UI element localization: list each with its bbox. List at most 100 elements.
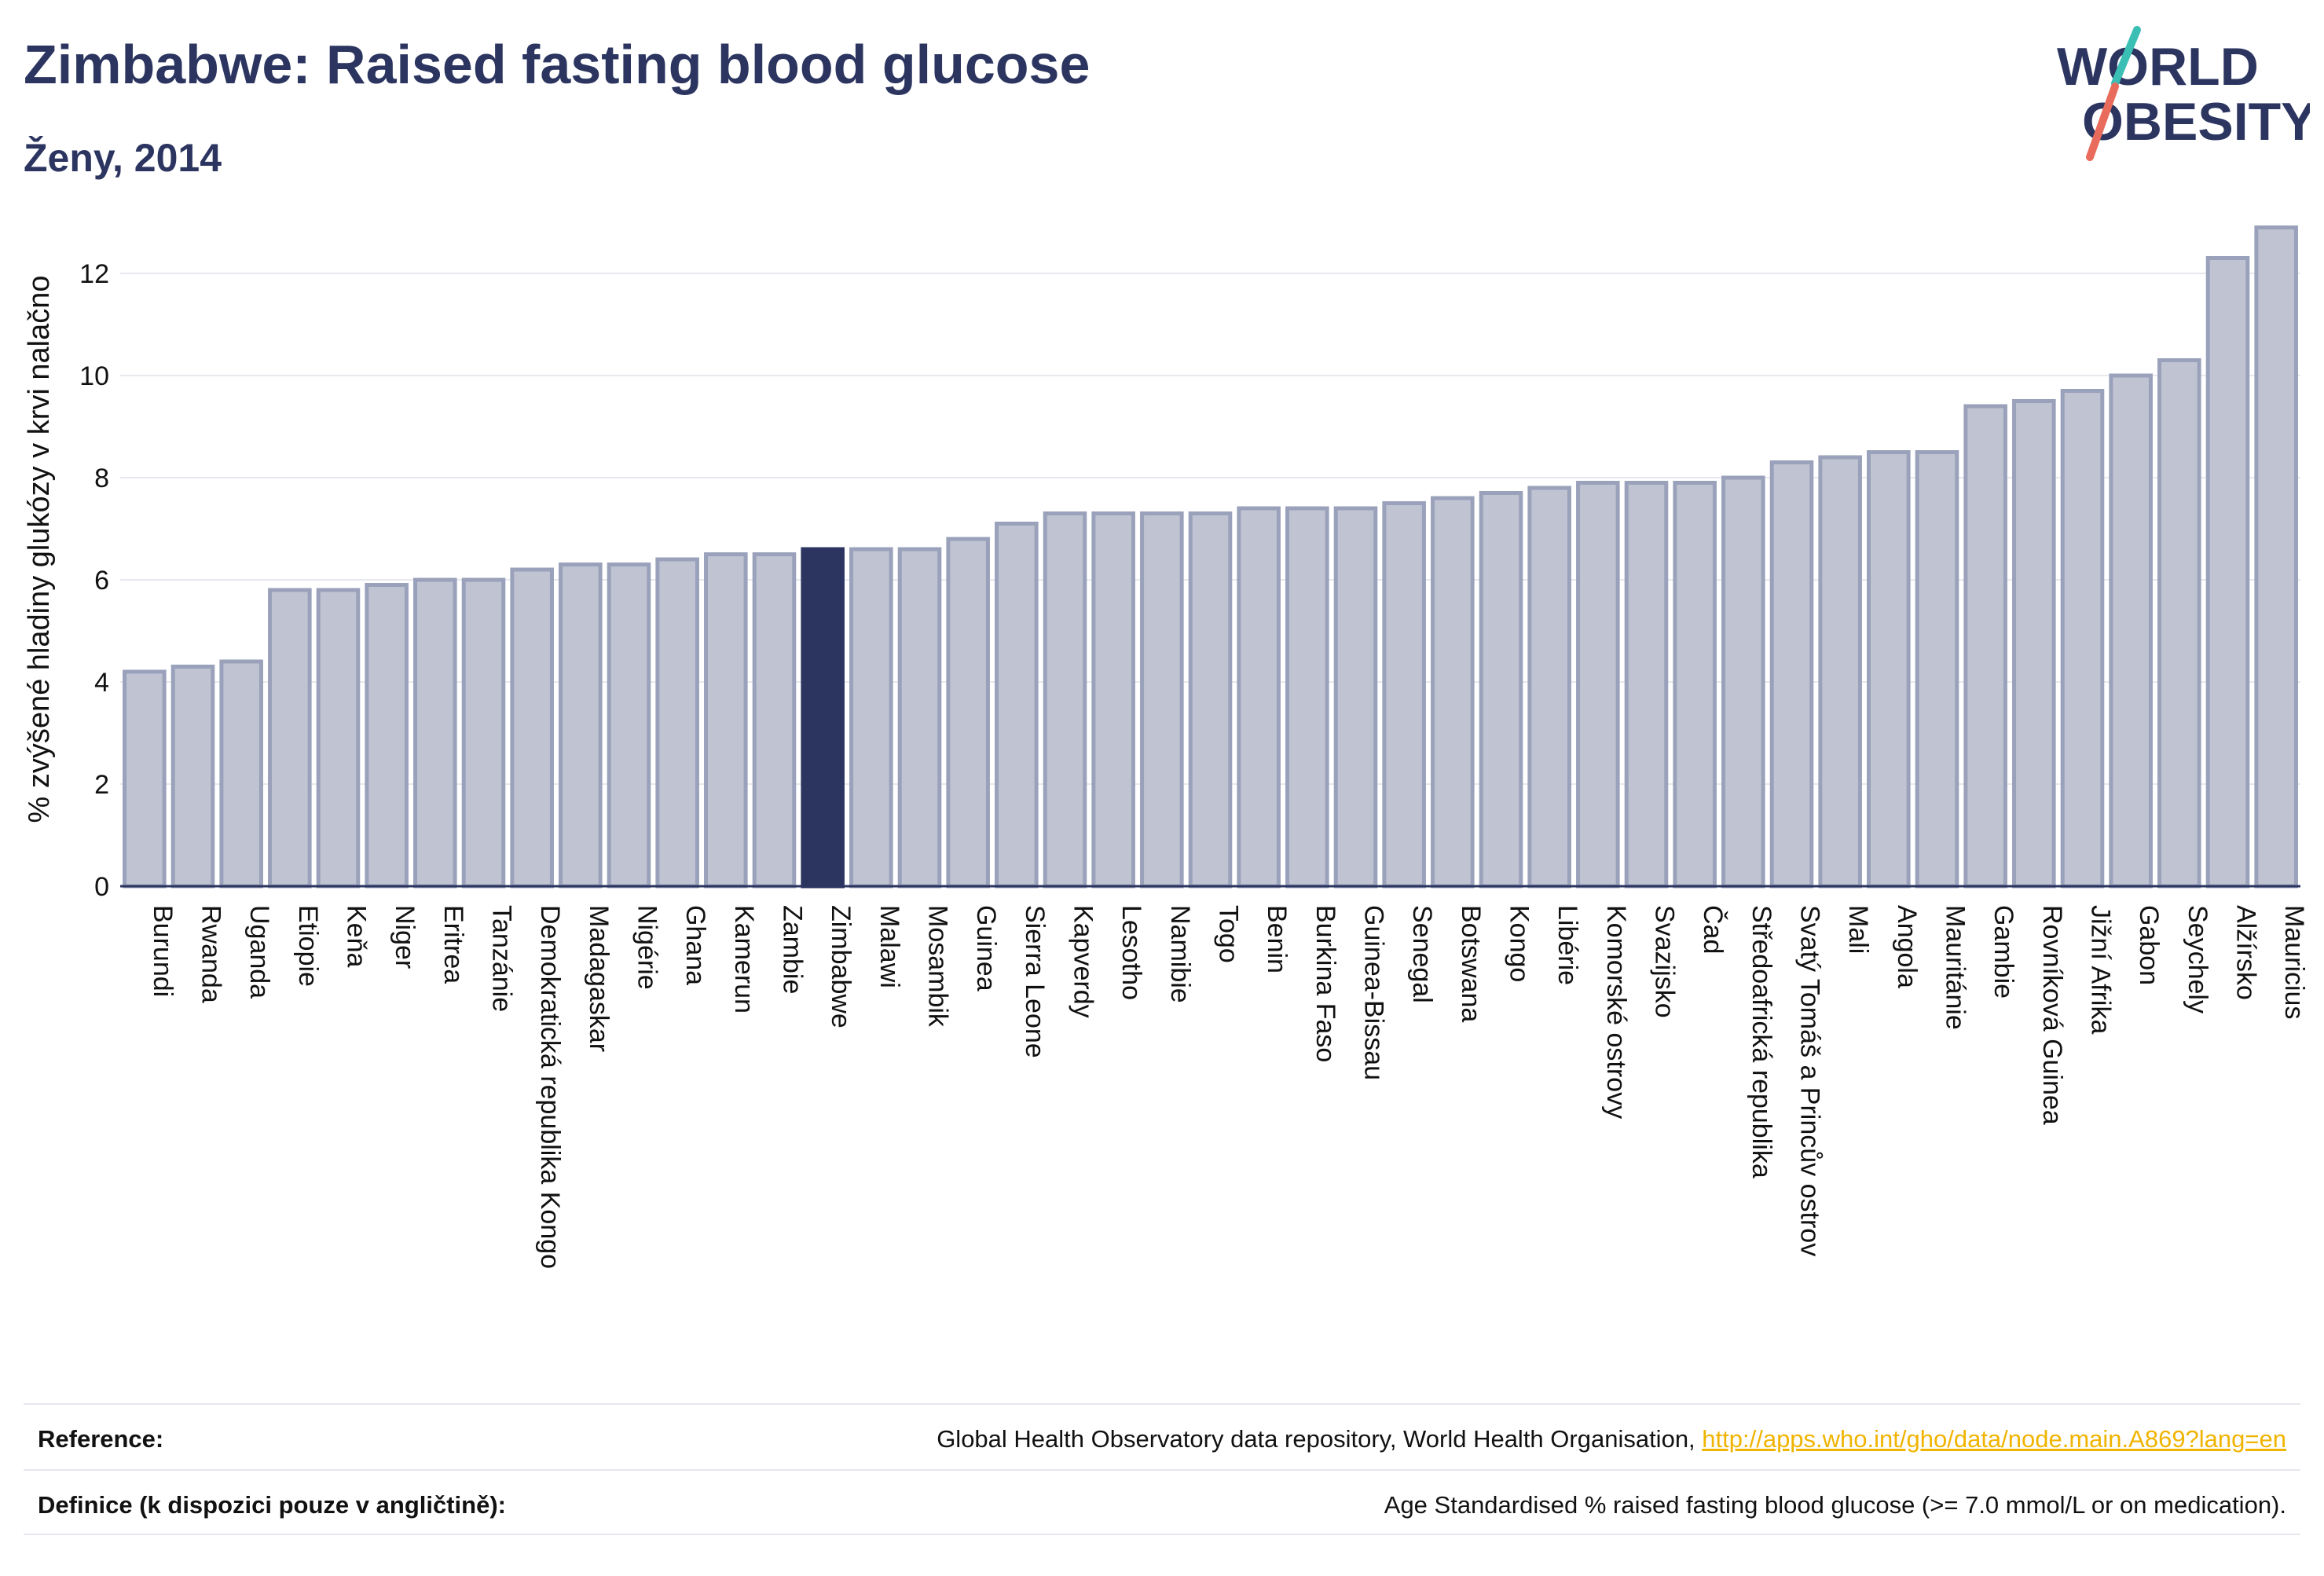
x-tick-label: Kapverdy bbox=[1069, 905, 1098, 1018]
x-tick-label: Rovníková Guinea bbox=[2037, 905, 2067, 1125]
x-tick-label: Alžírsko bbox=[2231, 905, 2261, 1000]
footer-divider-middle bbox=[24, 1469, 2300, 1471]
bar bbox=[607, 563, 651, 889]
x-tick-label: Ghana bbox=[680, 905, 710, 985]
x-tick-label: Burkina Faso bbox=[1310, 905, 1340, 1062]
bar bbox=[2109, 373, 2153, 889]
bar bbox=[1915, 450, 1959, 889]
bar bbox=[1091, 511, 1135, 889]
x-tick-label: Sierra Leone bbox=[1020, 905, 1050, 1058]
bar bbox=[946, 537, 990, 889]
x-tick-label: Togo bbox=[1214, 905, 1244, 963]
world-obesity-logo: WORLD OBESITY bbox=[2057, 26, 2310, 161]
y-tick-label: 8 bbox=[94, 464, 109, 493]
reference-link[interactable]: http://apps.who.int/gho/data/node.main.A… bbox=[1702, 1425, 2286, 1453]
x-tick-label: Malawi bbox=[874, 905, 904, 988]
x-tick-label: Benin bbox=[1262, 905, 1292, 973]
logo-line2: OBESITY bbox=[2082, 92, 2310, 152]
bar bbox=[2060, 389, 2105, 889]
x-tick-label: Madagaskar bbox=[584, 905, 614, 1052]
bar bbox=[2157, 358, 2201, 889]
bar bbox=[1140, 511, 1184, 889]
x-tick-label: Burundi bbox=[148, 905, 178, 997]
x-tick-label: Tanzánie bbox=[487, 905, 517, 1012]
footer-divider-bottom bbox=[24, 1534, 2300, 1535]
bar bbox=[510, 567, 554, 889]
reference-text: Global Health Observatory data repositor… bbox=[937, 1425, 1703, 1453]
bar bbox=[1769, 460, 1814, 889]
x-tick-label: Angola bbox=[1892, 905, 1922, 988]
bar bbox=[1382, 501, 1426, 889]
x-tick-label: Niger bbox=[390, 905, 420, 969]
x-tick-label: Zambie bbox=[778, 905, 808, 994]
x-tick-label: Mauritánie bbox=[1941, 905, 1970, 1030]
bar bbox=[1043, 511, 1087, 889]
bar bbox=[752, 552, 797, 889]
chart-title: Zimbabwe: Raised fasting blood glucose bbox=[24, 34, 1091, 95]
bar bbox=[849, 547, 893, 889]
bar bbox=[123, 669, 167, 889]
bar bbox=[801, 547, 845, 889]
bar bbox=[1188, 511, 1233, 889]
bar bbox=[1285, 506, 1329, 889]
logo-slash-coral bbox=[2086, 82, 2119, 161]
x-tick-label: Svatý Tomáš a Princův ostrov bbox=[1795, 905, 1825, 1256]
bar bbox=[1818, 455, 1862, 889]
bar bbox=[413, 577, 457, 889]
x-tick-label: Kongo bbox=[1505, 905, 1534, 982]
x-tick-label: Libérie bbox=[1552, 905, 1582, 985]
footer-divider-top bbox=[24, 1403, 2300, 1405]
x-tick-label: Seychely bbox=[2183, 905, 2212, 1013]
bar bbox=[704, 552, 748, 889]
bar bbox=[1721, 475, 1765, 889]
chart-subtitle: Ženy, 2014 bbox=[24, 136, 222, 180]
x-tick-label: Čad bbox=[1698, 905, 1728, 954]
bar bbox=[1527, 486, 1571, 889]
logo-line1: WORLD bbox=[2057, 37, 2259, 97]
x-tick-label: Gambie bbox=[1989, 905, 2018, 999]
y-tick-label: 2 bbox=[94, 770, 109, 800]
x-tick-label: Komorské ostrovy bbox=[1601, 905, 1631, 1119]
x-tick-label: Keňa bbox=[342, 905, 372, 967]
x-tick-label: Uganda bbox=[244, 905, 274, 999]
bar bbox=[1431, 496, 1475, 889]
x-tick-label: Guinea bbox=[971, 905, 1001, 991]
y-tick-label: 12 bbox=[79, 259, 109, 289]
bar bbox=[1673, 481, 1717, 889]
x-tick-label: Eritrea bbox=[438, 905, 468, 984]
bar bbox=[1576, 481, 1620, 889]
bar bbox=[2012, 399, 2056, 889]
y-tick-label: 4 bbox=[94, 668, 109, 698]
x-tick-label: Středoafrická republika bbox=[1747, 905, 1776, 1178]
bar bbox=[1867, 450, 1911, 889]
x-tick-label: Svazijsko bbox=[1650, 905, 1680, 1018]
y-axis-label: % zvýšené hladiny glukózy v krvi nalačno bbox=[23, 275, 56, 823]
x-tick-label: Nigérie bbox=[632, 905, 662, 990]
x-tick-label: Lesotho bbox=[1116, 905, 1146, 1000]
bar bbox=[170, 665, 215, 889]
definition-value: Age Standardised % raised fasting blood … bbox=[1384, 1491, 2286, 1519]
bar bbox=[1963, 404, 2007, 889]
bar bbox=[268, 588, 312, 889]
x-tick-label: Namibie bbox=[1165, 905, 1195, 1003]
bar bbox=[655, 557, 699, 889]
x-tick-label: Gabon bbox=[2134, 905, 2164, 985]
bar bbox=[461, 577, 506, 889]
bar bbox=[219, 659, 263, 889]
bar bbox=[2205, 256, 2250, 889]
bar bbox=[316, 588, 361, 889]
x-tick-label: Jižní Afrika bbox=[2086, 905, 2116, 1034]
bar bbox=[1333, 506, 1378, 889]
x-tick-label: Demokratická republika Kongo bbox=[535, 905, 565, 1269]
x-tick-label: Mauricius bbox=[2279, 905, 2309, 1019]
y-tick-label: 10 bbox=[79, 361, 109, 391]
y-tick-label: 0 bbox=[94, 872, 109, 902]
bar bbox=[995, 522, 1039, 889]
bar bbox=[1237, 506, 1281, 889]
bar bbox=[2254, 225, 2298, 889]
definition-label: Definice (k dispozici pouze v angličtině… bbox=[38, 1491, 506, 1519]
x-tick-label: Senegal bbox=[1407, 905, 1437, 1003]
bar bbox=[559, 563, 603, 889]
reference-label: Reference: bbox=[38, 1425, 164, 1453]
bar bbox=[897, 547, 942, 889]
